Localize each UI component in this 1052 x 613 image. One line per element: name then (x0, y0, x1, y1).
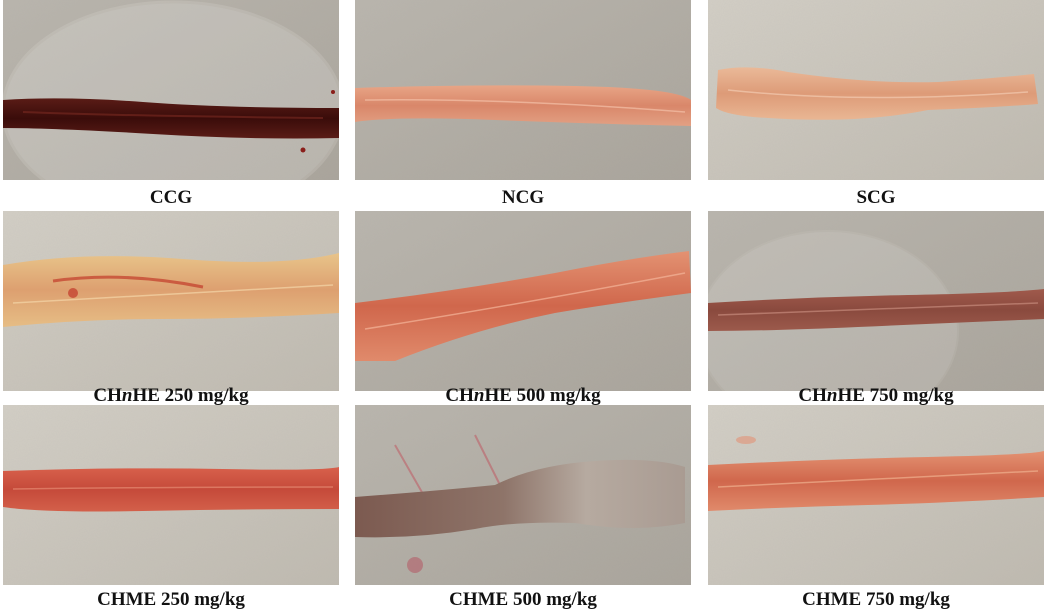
photo-chme-250 (3, 405, 339, 585)
photo-scg (708, 0, 1044, 180)
caption-chme-500: CHME 500 mg/kg (449, 589, 597, 610)
photo-ccg (3, 0, 339, 180)
caption-ccg: CCG (149, 187, 193, 208)
caption-ncg: NCG (501, 187, 545, 208)
photo-chme-750 (708, 405, 1044, 585)
photo-chme-500 (355, 405, 691, 585)
caption-scg: SCG (856, 187, 896, 208)
photo-chnhe-500 (355, 211, 691, 391)
caption-chnhe-750: CHnHE 750 mg/kg (798, 385, 954, 406)
photo-chnhe-250 (3, 211, 339, 391)
caption-chnhe-250: CHnHE 250 mg/kg (93, 385, 249, 406)
photo-chnhe-750 (708, 211, 1044, 391)
caption-chme-250: CHME 250 mg/kg (97, 589, 245, 610)
caption-chme-750: CHME 750 mg/kg (802, 589, 950, 610)
photo-ncg (355, 0, 691, 180)
caption-chnhe-500: CHnHE 500 mg/kg (445, 385, 601, 406)
